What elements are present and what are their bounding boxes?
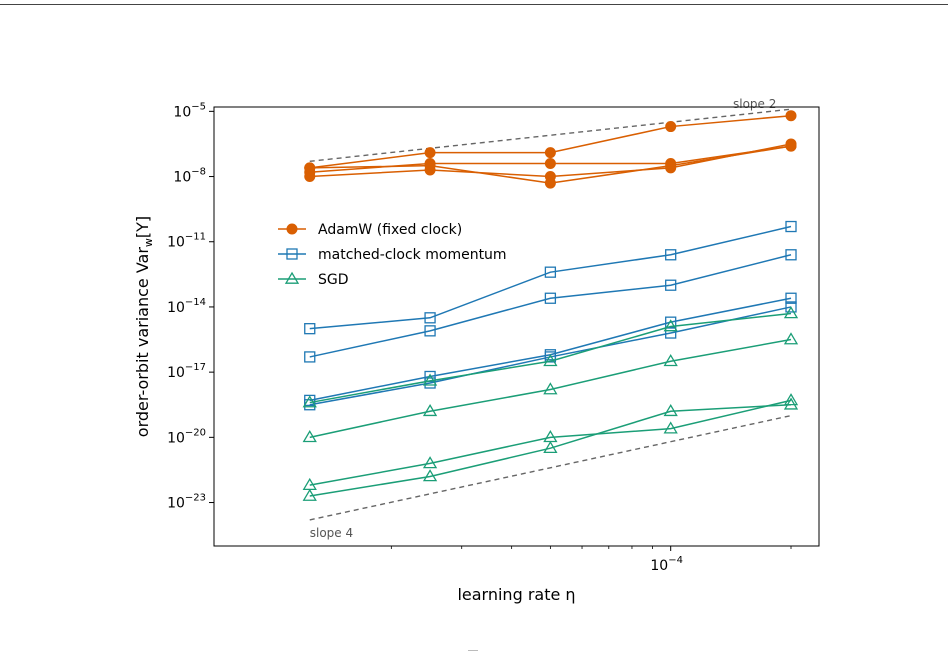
data-point-11-3 [663, 403, 678, 417]
data-point-9-2 [543, 382, 558, 395]
data-point-8-0 [302, 395, 317, 408]
data-point-11-1 [422, 469, 438, 482]
reference-line-1 [309, 414, 792, 521]
data-point-10-1 [422, 456, 438, 469]
data-point-8-2 [543, 353, 558, 367]
data-point-3-3 [665, 160, 677, 172]
data-point-11-0 [302, 488, 317, 501]
legend-label-2: SGD [318, 272, 349, 288]
footer-mark [468, 650, 478, 651]
reference-line-label-1: slope 4 [310, 526, 353, 540]
data-point-8-3 [663, 319, 678, 332]
legend-marker-0 [286, 223, 298, 235]
series-line-11 [309, 403, 792, 497]
data-point-11-4 [783, 397, 799, 410]
legend-entry-2: SGD [278, 271, 349, 288]
data-point-8-4 [783, 306, 799, 319]
series-lines [302, 110, 799, 501]
legend-label-0: AdamW (fixed clock) [318, 222, 462, 238]
data-point-5-3 [665, 279, 677, 291]
series-sgd-8 [302, 306, 799, 408]
top-rule [0, 4, 948, 5]
series-line-7 [309, 306, 792, 406]
data-point-6-4 [785, 292, 797, 304]
data-point-4-2 [544, 266, 557, 278]
data-point-3-0 [304, 162, 316, 174]
x-axis-label: learning rate η [457, 585, 575, 604]
data-point-3-2 [544, 177, 556, 189]
legend-entry-0: AdamW (fixed clock) [278, 222, 462, 238]
reference-line-label-0: slope 2 [733, 97, 776, 111]
y-tick-label-2: 10−11 [167, 232, 206, 251]
data-point-9-1 [422, 403, 438, 417]
series-line-4 [309, 225, 792, 330]
data-point-3-4 [785, 140, 797, 152]
data-point-10-4 [783, 393, 799, 406]
y-tick-label-4: 10−17 [167, 362, 206, 381]
legend-entry-1: matched-clock momentum [278, 247, 507, 263]
data-point-3-1 [424, 160, 436, 172]
data-point-8-1 [422, 373, 438, 386]
data-point-5-1 [424, 325, 436, 337]
data-point-10-3 [663, 421, 678, 434]
legend-label-1: matched-clock momentum [318, 247, 507, 263]
data-point-9-0 [302, 430, 317, 443]
data-point-4-1 [424, 312, 436, 324]
data-point-4-4 [785, 220, 797, 233]
data-point-5-4 [785, 249, 797, 261]
data-point-4-0 [304, 323, 316, 335]
y-tick-label-6: 10−23 [167, 493, 206, 512]
data-point-7-3 [665, 327, 677, 339]
series-momentum-7 [304, 301, 797, 411]
series-line-8 [309, 312, 792, 404]
data-point-5-0 [304, 351, 316, 363]
reference-lines: slope 2 slope 4 [309, 97, 792, 540]
series-momentum-4 [304, 220, 797, 335]
series-momentum-6 [304, 292, 797, 407]
data-point-11-2 [543, 440, 558, 454]
series-sgd-9 [302, 332, 799, 443]
data-point-9-4 [783, 332, 799, 345]
data-point-0-3 [665, 121, 677, 133]
data-point-5-2 [544, 292, 557, 304]
series-sgd-11 [302, 397, 799, 501]
y-tick-label-1: 10−8 [173, 167, 206, 186]
y-tick-label-5: 10−20 [167, 427, 206, 446]
axes: 10−5 10−8 10−11 10−14 10−17 10−20 10−23 10−4 [167, 101, 792, 574]
data-point-4-3 [665, 249, 677, 261]
y-tick-label-3: 10−14 [167, 297, 206, 316]
legend: AdamW (fixed clock) matched-clock momentu… [278, 222, 507, 288]
series-adamw-0 [304, 110, 797, 174]
plot-frame [213, 106, 820, 547]
legend-marker-1 [286, 248, 298, 260]
series-line-9 [309, 338, 792, 439]
data-point-9-3 [663, 353, 678, 367]
x-tick-label-0: 10−4 [650, 555, 683, 574]
series-line-5 [309, 254, 792, 358]
data-point-7-4 [785, 301, 797, 313]
data-point-0-2 [544, 147, 556, 159]
data-point-0-1 [424, 147, 436, 159]
legend-marker-2 [284, 271, 300, 284]
series-adamw-3 [304, 140, 797, 189]
data-point-0-4 [785, 110, 797, 122]
series-momentum-5 [304, 249, 797, 363]
y-axis-label: order-orbit variance Varw[Y] [133, 216, 155, 437]
series-line-10 [309, 399, 792, 486]
data-point-1-2 [544, 158, 556, 170]
y-tick-label-0: 10−5 [173, 101, 206, 120]
